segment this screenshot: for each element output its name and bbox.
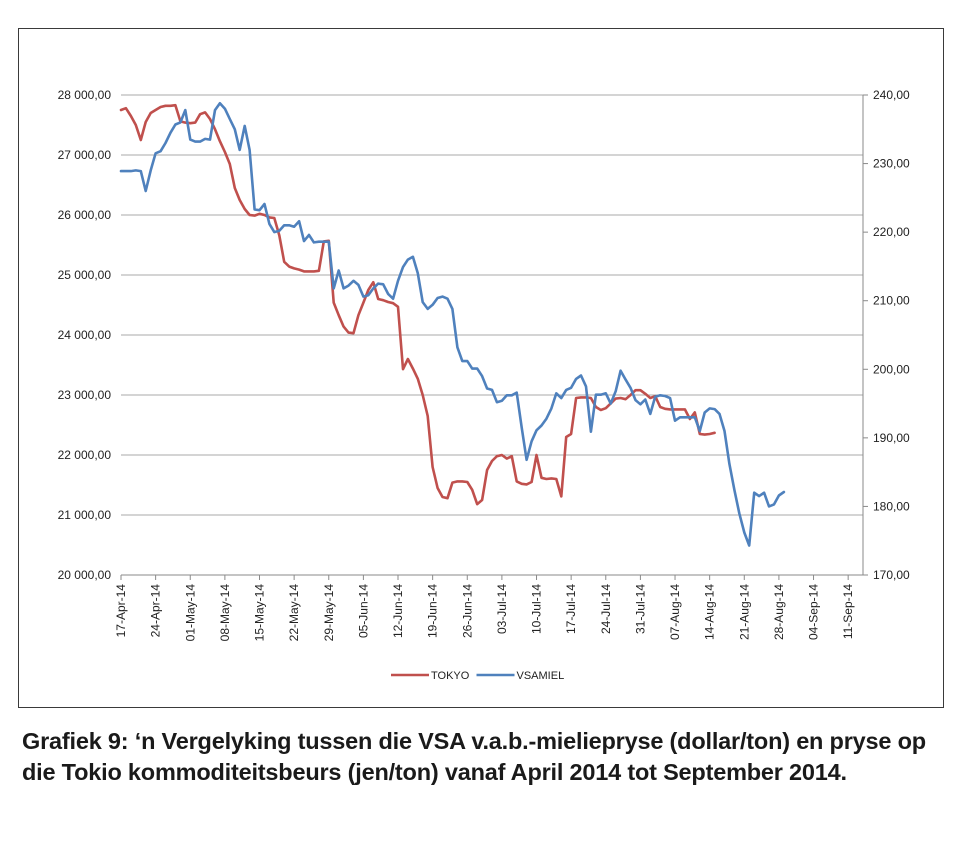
x-tick-label: 17-Jul-14	[564, 584, 578, 634]
x-tick-label: 04-Sep-14	[807, 584, 821, 640]
x-tick-label: 26-Jun-14	[460, 584, 474, 638]
x-tick-label: 03-Jul-14	[495, 584, 509, 634]
y-left-tick-label: 25 000,00	[58, 268, 112, 282]
x-tick-label: 10-Jul-14	[530, 584, 544, 634]
x-tick-label: 21-Aug-14	[737, 584, 751, 640]
y-left-tick-label: 24 000,00	[58, 328, 112, 342]
y-left-tick-label: 28 000,00	[58, 88, 112, 102]
x-tick-label: 01-May-14	[183, 584, 197, 642]
y-left-tick-label: 20 000,00	[58, 568, 112, 582]
y-right-tick-label: 210,00	[873, 294, 910, 308]
y-left-tick-label: 22 000,00	[58, 448, 112, 462]
dual-axis-line-chart: 20 000,00 21 000,00 22 000,00 23 000,00 24 0…	[58, 88, 910, 682]
legend-label-tokyo: TOKYO	[431, 670, 470, 682]
x-tick-label: 28-Aug-14	[772, 584, 786, 640]
x-tick-label: 07-Aug-14	[668, 584, 682, 640]
chart-frame: 20 000,00 21 000,00 22 000,00 23 000,00 24 0…	[18, 28, 944, 708]
x-tick-label: 08-May-14	[218, 584, 232, 642]
y-left-tick-label: 26 000,00	[58, 208, 112, 222]
x-tick-label: 19-Jun-14	[426, 584, 440, 638]
x-tick-label: 22-May-14	[287, 584, 301, 642]
y-right-tick-label: 190,00	[873, 431, 910, 445]
y-right-tick-label: 240,00	[873, 88, 910, 102]
y-left-tick-label: 21 000,00	[58, 508, 112, 522]
y-right-tick-label: 200,00	[873, 362, 910, 376]
y-right-tick-label: 230,00	[873, 157, 910, 171]
series-line-tokyo	[119, 103, 716, 506]
y-left-tick-label: 27 000,00	[58, 148, 112, 162]
y-right-tick-label: 170,00	[873, 568, 910, 582]
x-tick-label: 24-Apr-14	[149, 584, 163, 638]
y-left-tick-label: 23 000,00	[58, 388, 112, 402]
y-right-tick-label: 220,00	[873, 225, 910, 239]
x-tick-label: 14-Aug-14	[703, 584, 717, 640]
x-tick-label: 17-Apr-14	[114, 584, 128, 638]
legend-label-vsamiel: VSAMIEL	[517, 670, 565, 682]
x-tick-label: 05-Jun-14	[356, 584, 370, 638]
x-tick-label: 29-May-14	[322, 584, 336, 642]
x-tick-label: 31-Jul-14	[633, 584, 647, 634]
series-line-vsamiel	[119, 101, 786, 547]
y-right-tick-label: 180,00	[873, 499, 910, 513]
x-tick-label: 12-Jun-14	[391, 584, 405, 638]
figure-caption: Grafiek 9: ‘n Vergelyking tussen die VSA…	[22, 728, 926, 785]
x-tick-label: 11-Sep-14	[841, 584, 855, 639]
x-tick-label: 24-Jul-14	[599, 584, 613, 634]
x-tick-label: 15-May-14	[253, 584, 267, 642]
